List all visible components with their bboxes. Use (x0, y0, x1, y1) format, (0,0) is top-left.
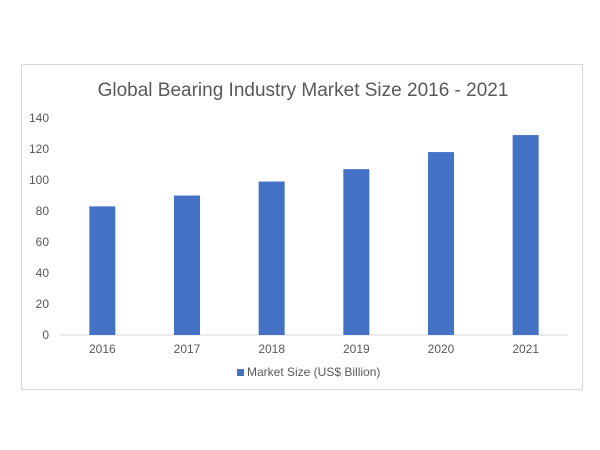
x-tick-label: 2020 (428, 342, 455, 356)
legend-label: Market Size (US$ Billion) (247, 365, 380, 379)
x-axis-ticks: 2016 2017 2018 2019 2020 2021 (89, 342, 539, 356)
y-tick-label: 80 (36, 204, 50, 218)
bar (89, 206, 116, 335)
y-tick-label: 120 (29, 142, 49, 156)
y-tick-label: 0 (42, 328, 49, 342)
bar (174, 195, 200, 335)
legend-swatch (237, 369, 244, 376)
x-tick-label: 2018 (258, 342, 285, 356)
chart-frame: Global Bearing Industry Market Size 2016… (21, 64, 583, 390)
bar (428, 152, 454, 335)
x-tick-label: 2019 (343, 342, 370, 356)
y-tick-label: 40 (36, 266, 50, 280)
y-tick-label: 100 (29, 173, 49, 187)
bar (258, 181, 285, 335)
bar (343, 169, 370, 335)
legend: Market Size (US$ Billion) (237, 365, 380, 379)
chart-title: Global Bearing Industry Market Size 2016… (98, 80, 509, 101)
bar-chart: Global Bearing Industry Market Size 2016… (29, 80, 568, 379)
x-tick-label: 2017 (174, 342, 201, 356)
bar-series (89, 135, 539, 335)
y-axis-ticks: 0 20 40 60 80 100 120 140 (29, 111, 49, 342)
x-tick-label: 2021 (512, 342, 539, 356)
bar (512, 135, 539, 335)
y-tick-label: 140 (29, 111, 49, 125)
y-tick-label: 60 (36, 235, 50, 249)
x-tick-label: 2016 (89, 342, 116, 356)
y-tick-label: 20 (36, 297, 50, 311)
